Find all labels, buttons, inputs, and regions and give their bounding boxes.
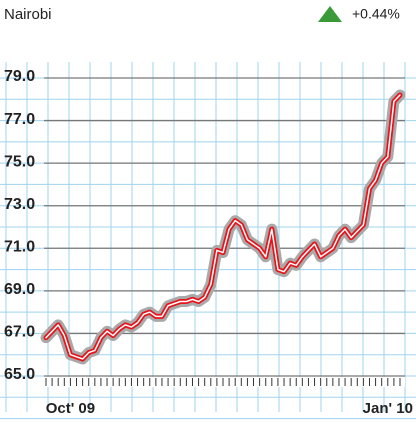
y-tick-label: 69.0 bbox=[4, 281, 35, 298]
y-tick-label: 67.0 bbox=[4, 324, 35, 341]
y-tick-label: 79.0 bbox=[4, 68, 35, 85]
x-tick-label: Jan' 10 bbox=[363, 400, 413, 417]
change-value: +0.44% bbox=[352, 6, 400, 22]
y-tick-label: 73.0 bbox=[4, 196, 35, 213]
market-name: Nairobi bbox=[4, 6, 52, 23]
y-tick-label: 65.0 bbox=[4, 366, 35, 383]
data-line bbox=[45, 94, 401, 360]
y-tick-label: 75.0 bbox=[4, 153, 35, 170]
x-tick-label: Oct' 09 bbox=[46, 400, 95, 417]
axis-bg bbox=[44, 377, 405, 387]
y-tick-label: 77.0 bbox=[4, 111, 35, 128]
y-tick-label: 71.0 bbox=[4, 239, 35, 256]
up-triangle bbox=[318, 6, 342, 22]
